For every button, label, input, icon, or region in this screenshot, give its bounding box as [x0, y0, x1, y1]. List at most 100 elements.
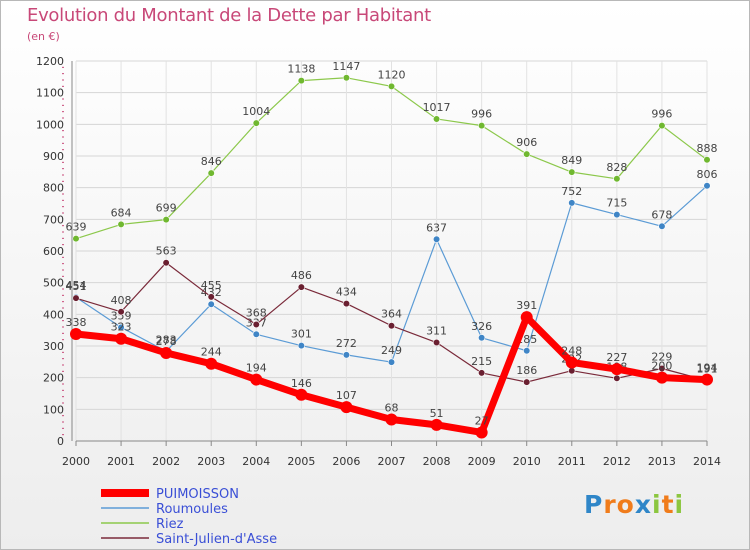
legend-label-riez: Riez	[156, 517, 184, 532]
data-label-saint-julien-d-asse: 311	[426, 325, 447, 338]
data-point-puimoisson	[475, 426, 488, 439]
legend-label-roumoules: Roumoules	[156, 502, 228, 517]
data-label-puimoisson: 338	[66, 316, 87, 329]
logo-letter: r	[603, 490, 617, 519]
data-label-saint-julien-d-asse: 408	[111, 294, 132, 307]
data-label-roumoules: 454	[66, 279, 87, 292]
data-label-riez: 1004	[242, 105, 270, 118]
data-label-roumoules: 678	[651, 208, 672, 221]
data-point-puimoisson	[655, 371, 668, 384]
x-tick-label: 2014	[693, 455, 721, 468]
data-label-puimoisson: 200	[651, 360, 672, 373]
data-point-puimoisson	[70, 327, 82, 340]
y-tick-label: 600	[43, 245, 64, 258]
data-label-puimoisson: 194	[697, 362, 718, 375]
data-label-puimoisson: 146	[291, 377, 312, 390]
data-label-riez: 849	[561, 154, 582, 167]
data-point-saint-julien-d-asse	[252, 320, 260, 329]
data-label-saint-julien-d-asse: 486	[291, 269, 312, 282]
proxiti-logo: Proxiti	[584, 490, 684, 519]
logo-letter: t	[661, 490, 675, 519]
x-tick-label: 2005	[287, 455, 315, 468]
data-point-roumoules	[478, 334, 486, 342]
data-point-puimoisson	[701, 373, 713, 386]
data-point-riez	[342, 74, 351, 82]
data-point-riez	[432, 115, 441, 123]
x-tick-label: 2013	[648, 455, 676, 468]
data-label-riez: 888	[697, 142, 718, 155]
data-point-riez	[523, 150, 531, 158]
data-label-saint-julien-d-asse: 455	[201, 279, 222, 292]
y-tick-label: 100	[43, 403, 64, 416]
data-point-riez	[613, 175, 621, 183]
x-tick-label: 2003	[197, 455, 225, 468]
data-label-puimoisson: 278	[156, 335, 177, 348]
data-label-riez: 828	[606, 161, 627, 174]
data-point-puimoisson	[565, 356, 578, 369]
data-point-riez	[252, 119, 260, 127]
data-label-puimoisson: 227	[606, 351, 627, 364]
data-label-roumoules: 301	[291, 328, 312, 341]
data-label-riez: 996	[651, 108, 672, 121]
chart-title: Evolution du Montant de la Dette par Hab…	[27, 5, 431, 26]
data-point-puimoisson	[385, 413, 398, 426]
data-point-roumoules	[568, 199, 576, 207]
data-point-roumoules	[703, 182, 711, 190]
y-tick-label: 400	[43, 308, 64, 321]
data-point-roumoules	[387, 358, 396, 366]
data-label-riez: 846	[201, 155, 222, 168]
data-label-riez: 699	[156, 202, 177, 215]
logo-letter: i	[652, 490, 662, 519]
data-point-saint-julien-d-asse	[117, 308, 125, 316]
data-point-puimoisson	[160, 346, 173, 359]
data-point-roumoules	[658, 222, 666, 230]
data-label-saint-julien-d-asse: 229	[651, 350, 672, 363]
data-point-saint-julien-d-asse	[478, 369, 486, 377]
data-point-saint-julien-d-asse	[387, 322, 396, 330]
x-tick-label: 2001	[107, 455, 135, 468]
x-tick-label: 2012	[603, 455, 631, 468]
logo-letter: x	[634, 490, 652, 519]
data-label-riez: 1147	[332, 60, 360, 73]
data-label-riez: 996	[471, 108, 492, 121]
x-tick-label: 2010	[513, 455, 541, 468]
data-point-riez	[72, 235, 80, 243]
data-label-puimoisson: 194	[246, 362, 267, 375]
y-tick-label: 200	[43, 372, 64, 385]
data-point-saint-julien-d-asse	[297, 283, 305, 291]
data-label-roumoules: 283	[156, 333, 177, 346]
data-label-riez: 1120	[378, 68, 406, 81]
data-point-roumoules	[613, 210, 621, 219]
data-label-riez: 639	[66, 221, 87, 234]
data-label-roumoules: 359	[111, 309, 132, 322]
data-point-riez	[207, 169, 215, 177]
legend-label-saint-julien-d-asse: Saint-Julien-d'Asse	[156, 532, 277, 547]
x-tick-label: 2009	[468, 455, 496, 468]
data-label-puimoisson: 323	[111, 321, 132, 334]
data-point-roumoules	[297, 342, 305, 350]
data-point-roumoules	[207, 300, 215, 308]
data-point-riez	[387, 82, 396, 90]
logo-letter: i	[674, 490, 685, 519]
data-label-puimoisson: 68	[385, 401, 399, 414]
data-point-riez	[658, 121, 666, 130]
data-label-saint-julien-d-asse: 563	[156, 245, 177, 258]
logo-letter: P	[584, 490, 604, 519]
logo-letter: o	[616, 490, 635, 519]
data-label-roumoules: 326	[471, 320, 492, 333]
x-tick-label: 2008	[423, 455, 451, 468]
y-tick-label: 900	[43, 150, 64, 163]
y-tick-label: 1100	[36, 87, 64, 100]
data-label-riez: 1017	[423, 101, 451, 114]
data-label-saint-julien-d-asse: 368	[246, 306, 267, 319]
y-tick-label: 800	[43, 182, 64, 195]
data-label-saint-julien-d-asse: 451	[66, 280, 87, 293]
data-point-puimoisson	[205, 357, 218, 370]
data-point-puimoisson	[430, 418, 443, 431]
data-point-puimoisson	[610, 363, 623, 376]
data-point-saint-julien-d-asse	[162, 259, 170, 267]
y-tick-label: 1000	[36, 118, 64, 131]
data-point-puimoisson	[115, 332, 128, 345]
data-point-puimoisson	[520, 311, 533, 324]
